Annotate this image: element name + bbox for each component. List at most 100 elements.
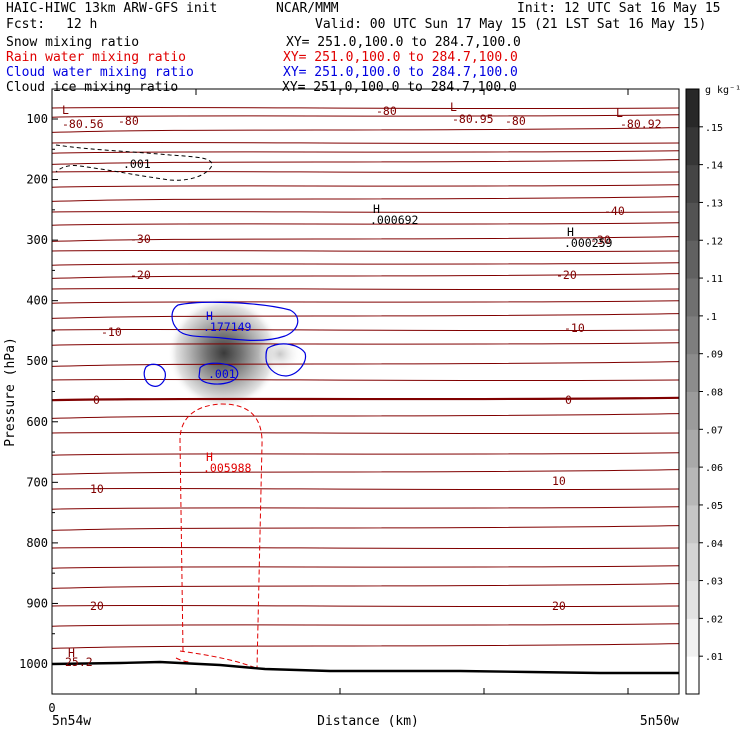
isotherm [52, 236, 679, 242]
y-tick-label: 100 [26, 112, 48, 126]
rain-contour [175, 403, 263, 669]
valid-time: Valid: 00 UTC Sun 17 May 15 (21 LST Sat … [315, 17, 707, 32]
colorbar-band [686, 542, 699, 582]
isotherm [52, 452, 679, 456]
high-marker: H [567, 225, 574, 239]
colorbar-band [686, 656, 699, 695]
low-marker: L [62, 103, 69, 117]
y-tick-label: 700 [26, 475, 48, 489]
x-left-label: 5n54w [52, 714, 91, 729]
extrema-markers: L L L H .000692 H .000259 H .177149 H .0… [62, 100, 623, 660]
isotherm [52, 114, 679, 118]
colorbar-band [686, 391, 699, 430]
colorbar-tick-label: .09 [705, 350, 723, 361]
temp-label: 20 [552, 599, 566, 613]
isotherm [52, 623, 679, 627]
colorbar-tick-label: .01 [705, 652, 723, 663]
colorbar-tick-label: .07 [705, 425, 723, 436]
colorbar-tick-label: .13 [705, 198, 723, 209]
temp-label: -30 [130, 232, 151, 246]
high-value: .000692 [370, 213, 418, 227]
temp-label: -20 [130, 268, 151, 282]
isotherm [52, 604, 679, 608]
plot-frame [51, 88, 680, 695]
temp-label: -40 [604, 204, 625, 218]
isotherm [52, 210, 679, 214]
temp-label: 0 [93, 393, 100, 407]
isotherm [52, 141, 679, 145]
low-marker: L [616, 106, 623, 120]
isotherm [52, 413, 679, 419]
snow-contour [55, 144, 213, 181]
colorbar-band [686, 580, 699, 619]
temp-label: -80 [505, 114, 526, 128]
isotherm [52, 287, 679, 291]
high-value: .000259 [564, 236, 613, 250]
field-snow-name: Snow mixing ratio [6, 35, 140, 50]
temp-label: -10 [101, 325, 122, 339]
cloud-water-contours [143, 301, 307, 387]
y-tick-label: 400 [26, 294, 48, 308]
colorbar-tick-label: .04 [705, 539, 723, 550]
isotherm [52, 378, 679, 382]
isotherm [52, 262, 679, 266]
isotherm [52, 127, 679, 133]
x-zero-label: 0 [48, 701, 55, 715]
high-value: .005988 [203, 461, 252, 475]
field-cloud-water-name: Cloud water mixing ratio [6, 65, 194, 80]
y-tick-label: 900 [26, 596, 48, 610]
isotherm [52, 431, 679, 435]
colorbar-band [686, 89, 699, 128]
isotherm [52, 159, 679, 165]
temperature-labels: -80.56 -80 -80 -80.95 -80 -80.92 -40 -30… [62, 104, 662, 669]
temp-label: -80 [118, 114, 139, 128]
colorbar-tick-label: .02 [705, 614, 723, 625]
field-cloud-ice-name: Cloud ice mixing ratio [6, 80, 179, 95]
colorbar-band [686, 618, 699, 657]
high-value: .177149 [203, 320, 252, 334]
cloud-ice-shading [168, 297, 302, 409]
field-snow-xy: XY= 251.0,100.0 to 284.7,100.0 [286, 35, 521, 50]
forecast-label: Fcst: [6, 17, 46, 32]
isotherm [52, 328, 679, 332]
colorbar-band [686, 202, 699, 241]
y-tick-label: 800 [26, 536, 48, 550]
temp-label: -80.92 [620, 117, 662, 131]
x-right-label: 5n50w [640, 714, 679, 729]
temp-label: -30 [590, 233, 611, 247]
isotherm [52, 342, 679, 346]
temp-label: 10 [552, 474, 566, 488]
temp-label: -10 [564, 321, 585, 335]
colorbar-band [686, 240, 699, 279]
isotherm [52, 546, 679, 550]
colorbar-band [686, 278, 699, 317]
low-marker: L [450, 100, 457, 114]
isotherm [52, 361, 679, 367]
y-tick-label: 200 [26, 173, 48, 187]
x-axis-title: Distance (km) [317, 714, 419, 729]
y-tick-label: 600 [26, 415, 48, 429]
colorbar-unit: g kg⁻¹ [705, 85, 740, 96]
isotherm [52, 643, 679, 649]
y-tick-label: 300 [26, 233, 48, 247]
colorbar-band [686, 353, 699, 392]
isotherm [52, 184, 679, 188]
colorbar-band [686, 504, 699, 544]
high-marker: H [206, 450, 213, 464]
colorbar-tick-label: .06 [705, 463, 723, 474]
isotherm [52, 170, 679, 174]
colorbar-band [686, 126, 699, 166]
isotherm [52, 506, 679, 510]
field-rain-xy: XY= 251.0,100.0 to 284.7,100.0 [283, 50, 518, 65]
isotherm [52, 106, 679, 110]
model-title: HAIC-HIWC 13km ARW-GFS init [6, 1, 218, 16]
colorbar-tick-label: .08 [705, 388, 723, 399]
isotherm [52, 196, 679, 202]
colorbar-band [686, 164, 699, 203]
init-time: Init: 12 UTC Sat 16 May 15 [517, 1, 721, 16]
colorbar-band [686, 315, 699, 355]
temp-label: 10 [90, 482, 104, 496]
temperature-isotherms [52, 106, 679, 649]
isotherm [52, 150, 679, 154]
